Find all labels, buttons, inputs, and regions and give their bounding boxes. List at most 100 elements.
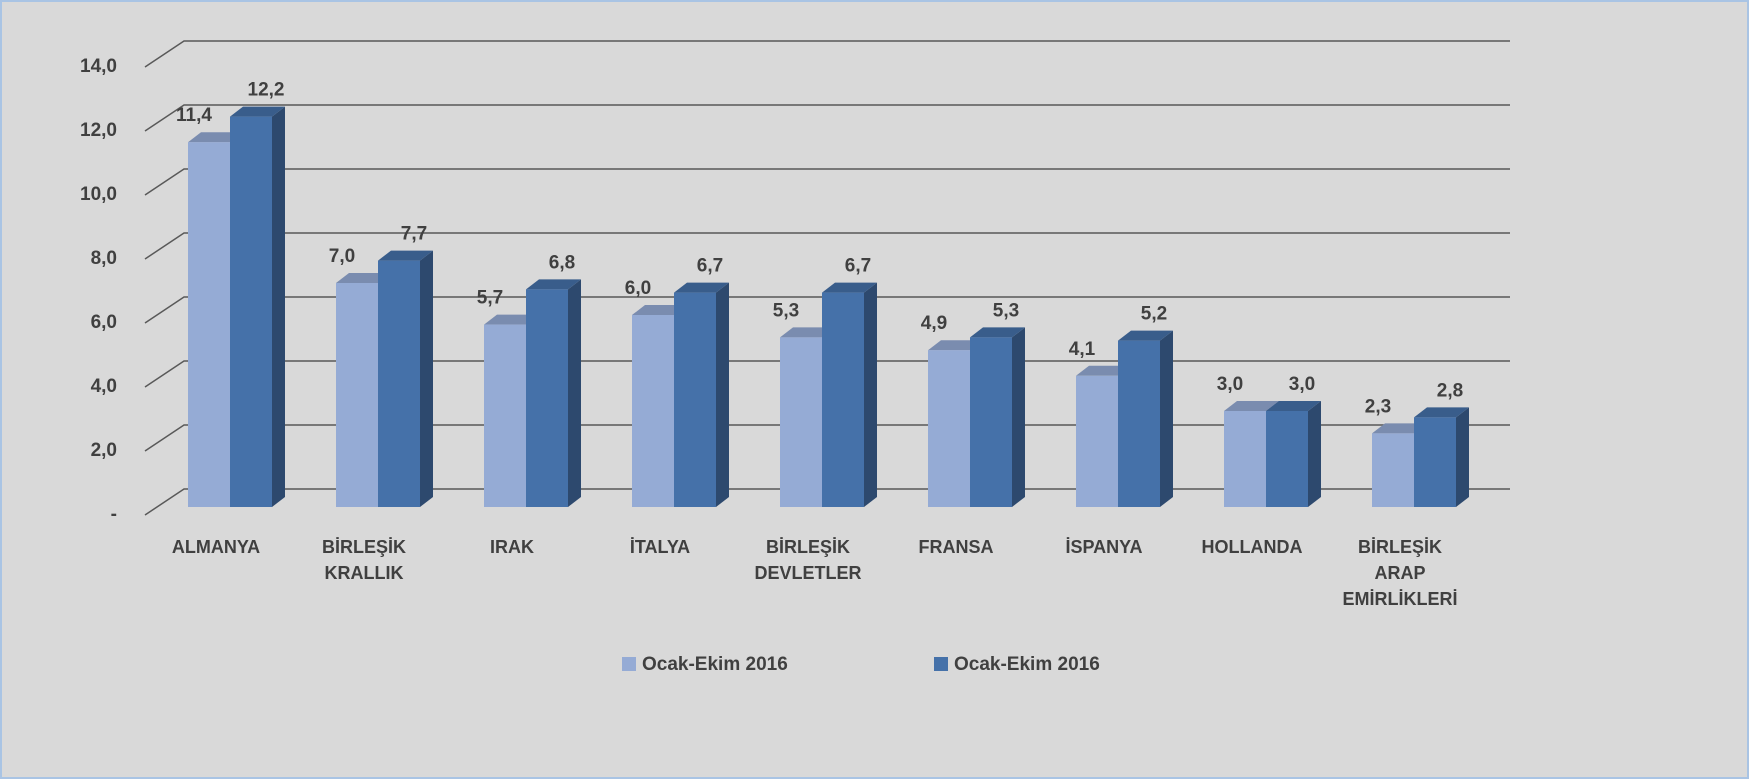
bar-top bbox=[378, 250, 433, 261]
bar-front bbox=[1224, 411, 1266, 507]
bar-front bbox=[928, 350, 970, 507]
value-label: 2,3 bbox=[1365, 396, 1391, 417]
legend-swatch bbox=[934, 657, 948, 671]
bar bbox=[822, 282, 877, 507]
bar-top bbox=[1414, 407, 1469, 418]
bar-front bbox=[1414, 417, 1456, 507]
y-tick-label: 12,0 bbox=[80, 120, 117, 141]
bar-front bbox=[336, 283, 378, 507]
bar-top bbox=[822, 282, 877, 293]
bar bbox=[378, 250, 433, 507]
bar-side bbox=[272, 106, 285, 507]
value-label: 4,9 bbox=[921, 313, 947, 334]
value-label: 6,0 bbox=[625, 278, 651, 299]
bar-front bbox=[632, 315, 674, 507]
bar-top bbox=[188, 132, 243, 143]
bar-side bbox=[1456, 407, 1469, 507]
grid-line bbox=[144, 40, 1510, 68]
grid-line bbox=[144, 360, 1510, 388]
bar-front bbox=[970, 337, 1012, 507]
x-tick-label: BİRLEŞİK ARAP EMİRLİKLERİ bbox=[1342, 537, 1458, 609]
x-tick-label: BİRLEŞİK KRALLIK bbox=[321, 537, 406, 583]
bar-side bbox=[1308, 401, 1321, 507]
legend-label: Ocak-Ekim 2016 bbox=[954, 654, 1100, 675]
bar bbox=[674, 282, 729, 507]
value-label: 5,3 bbox=[993, 300, 1019, 321]
value-label: 3,0 bbox=[1289, 374, 1315, 395]
value-label: 7,7 bbox=[401, 224, 427, 245]
value-label: 7,0 bbox=[329, 246, 355, 267]
value-label: 3,0 bbox=[1217, 374, 1243, 395]
value-label: 5,3 bbox=[773, 300, 799, 321]
bar-top bbox=[970, 327, 1025, 338]
bar bbox=[526, 279, 581, 507]
value-label: 6,7 bbox=[697, 256, 723, 277]
bar-top bbox=[674, 282, 729, 293]
value-label: 11,4 bbox=[176, 105, 212, 126]
grid-line bbox=[144, 296, 1510, 324]
value-label: 6,8 bbox=[549, 252, 575, 273]
bar bbox=[1118, 330, 1173, 507]
value-label: 6,7 bbox=[845, 256, 871, 277]
bar-front bbox=[822, 292, 864, 507]
x-tick-label: IRAK bbox=[490, 537, 534, 557]
bar-top bbox=[632, 305, 687, 315]
value-label: 5,2 bbox=[1141, 304, 1167, 325]
bar-front bbox=[780, 337, 822, 507]
bar-side bbox=[568, 279, 581, 507]
y-tick-label: 6,0 bbox=[91, 312, 117, 333]
bar-top bbox=[336, 273, 391, 283]
value-label: 2,8 bbox=[1437, 380, 1463, 401]
y-tick-label: 2,0 bbox=[91, 440, 117, 461]
x-tick-label: BİRLEŞİK DEVLETLER bbox=[754, 537, 862, 583]
bar-front bbox=[674, 292, 716, 507]
bar-front bbox=[1266, 411, 1308, 507]
bar-side bbox=[716, 282, 729, 507]
bar-front bbox=[526, 289, 568, 507]
value-label: 5,7 bbox=[477, 288, 503, 309]
bar-top bbox=[928, 340, 983, 351]
grid-line bbox=[144, 424, 1510, 452]
y-tick-label: 8,0 bbox=[91, 248, 117, 269]
y-tick-label: 4,0 bbox=[91, 376, 117, 397]
bar-front bbox=[1076, 375, 1118, 507]
bar-side bbox=[420, 250, 433, 507]
x-tick-label: ALMANYA bbox=[171, 537, 261, 557]
bar-top bbox=[526, 279, 581, 290]
bar-front bbox=[188, 142, 230, 507]
legend-swatch bbox=[622, 657, 636, 671]
bar-top bbox=[1076, 365, 1131, 376]
x-tick-label: İSPANYA bbox=[1065, 537, 1143, 557]
bar bbox=[230, 106, 285, 507]
value-label: 4,1 bbox=[1069, 339, 1096, 360]
bar-side bbox=[864, 282, 877, 507]
grid-line bbox=[144, 168, 1510, 196]
legend-label: Ocak-Ekim 2016 bbox=[642, 654, 788, 675]
y-tick-label: 14,0 bbox=[80, 56, 117, 77]
bar bbox=[1414, 407, 1469, 507]
bar-top bbox=[1224, 401, 1279, 411]
bar-top bbox=[230, 106, 285, 117]
bar-side bbox=[1160, 330, 1173, 507]
x-tick-label: HOLLANDA bbox=[1201, 537, 1303, 557]
bar-top bbox=[484, 314, 539, 325]
bar-top bbox=[780, 327, 835, 338]
grid-line bbox=[144, 104, 1510, 132]
bar bbox=[970, 327, 1025, 507]
bar-side bbox=[1012, 327, 1025, 507]
y-tick-label: 10,0 bbox=[80, 184, 117, 205]
bar-front bbox=[378, 260, 420, 507]
grid-line bbox=[144, 488, 1510, 516]
x-tick-label: FRANSA bbox=[918, 537, 994, 557]
grid-line bbox=[144, 232, 1510, 260]
bar-front bbox=[230, 116, 272, 507]
bar bbox=[1266, 401, 1321, 507]
bar-front bbox=[484, 324, 526, 507]
y-tick-label: - bbox=[111, 504, 117, 525]
value-label: 12,2 bbox=[248, 80, 285, 101]
bar-front bbox=[1118, 340, 1160, 507]
bar-front bbox=[1372, 433, 1414, 507]
bar-top bbox=[1266, 401, 1321, 411]
